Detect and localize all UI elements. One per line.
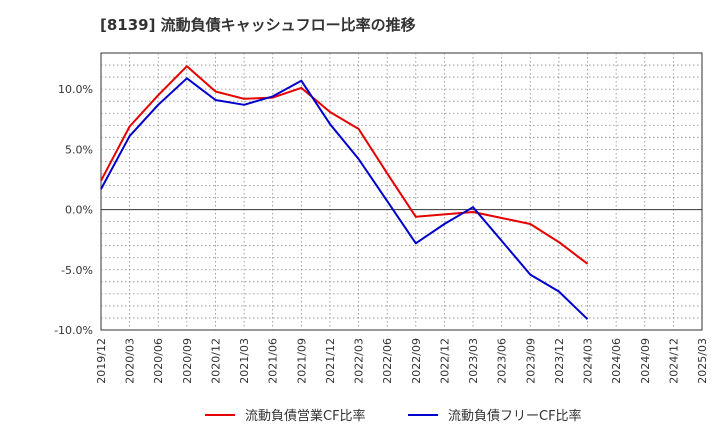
x-tick-label: 2020/06 bbox=[152, 338, 165, 384]
x-tick-label: 2019/12 bbox=[95, 338, 108, 384]
x-tick-label: 2023/06 bbox=[496, 338, 509, 384]
x-tick-label: 2023/09 bbox=[524, 338, 537, 384]
x-tick-label: 2021/12 bbox=[324, 338, 337, 384]
legend: 流動負債営業CF比率 流動負債フリーCF比率 bbox=[205, 408, 582, 424]
legend-label-2: 流動負債フリーCF比率 bbox=[448, 408, 582, 424]
y-tick-label: 10.0% bbox=[58, 83, 93, 96]
x-tick-label: 2023/12 bbox=[553, 338, 566, 384]
x-tick-label: 2023/03 bbox=[467, 338, 480, 384]
x-tick-label: 2020/09 bbox=[181, 338, 194, 384]
x-tick-label: 2024/09 bbox=[639, 338, 652, 384]
x-tick-label: 2021/06 bbox=[267, 338, 280, 384]
plot-area bbox=[100, 52, 703, 331]
x-tick-label: 2021/09 bbox=[295, 338, 308, 384]
series-layer bbox=[100, 65, 589, 320]
x-tick-label: 2024/06 bbox=[610, 338, 623, 384]
x-tick-label: 2021/03 bbox=[238, 338, 251, 384]
x-tick-label: 2020/12 bbox=[209, 338, 222, 384]
x-tick-label: 2025/03 bbox=[696, 338, 709, 384]
x-tick-label: 2022/06 bbox=[381, 338, 394, 384]
x-tick-label: 2024/03 bbox=[582, 338, 595, 384]
axis-layer: 10.0% 5.0% 0.0% -5.0% -10.0%2019/12 2020/03 20… bbox=[54, 83, 709, 384]
x-tick-label: 2022/09 bbox=[410, 338, 423, 384]
x-tick-label: 2022/12 bbox=[438, 338, 451, 384]
x-tick-label: 2020/03 bbox=[124, 338, 137, 384]
legend-label-1: 流動負債営業CF比率 bbox=[245, 408, 366, 424]
y-tick-label: 0.0% bbox=[65, 204, 93, 217]
y-tick-label: 5.0% bbox=[65, 143, 93, 156]
x-tick-label: 2024/12 bbox=[667, 338, 680, 384]
x-tick-label: 2022/03 bbox=[353, 338, 366, 384]
y-tick-label: -10.0% bbox=[54, 324, 93, 337]
series-line-2 bbox=[100, 77, 589, 320]
y-tick-label: -5.0% bbox=[61, 264, 93, 277]
series-line-1 bbox=[100, 65, 589, 265]
chart-title: [8139] 流動負債キャッシュフロー比率の推移 bbox=[100, 16, 416, 34]
grid-layer bbox=[100, 52, 703, 331]
